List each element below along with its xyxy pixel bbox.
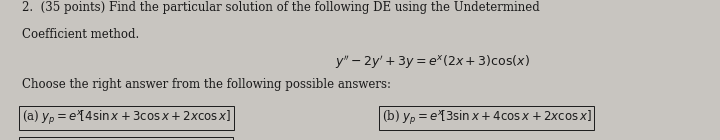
Text: Choose the right answer from the following possible answers:: Choose the right answer from the followi… xyxy=(22,78,391,91)
Text: $y'' - 2y' + 3y = e^x(2x+3)\cos(x)$: $y'' - 2y' + 3y = e^x(2x+3)\cos(x)$ xyxy=(335,53,529,71)
Text: (b) $y_p = e^x\!\left[3\sin x + 4\cos x + 2x\cos x\right]$: (b) $y_p = e^x\!\left[3\sin x + 4\cos x … xyxy=(382,109,591,127)
Text: Coefficient method.: Coefficient method. xyxy=(22,28,139,41)
Text: (a) $y_p = e^x\!\left[4\sin x + 3\cos x + 2x\cos x\right]$: (a) $y_p = e^x\!\left[4\sin x + 3\cos x … xyxy=(22,109,231,127)
Text: 2.  (35 points) Find the particular solution of the following DE using the Undet: 2. (35 points) Find the particular solut… xyxy=(22,1,539,14)
